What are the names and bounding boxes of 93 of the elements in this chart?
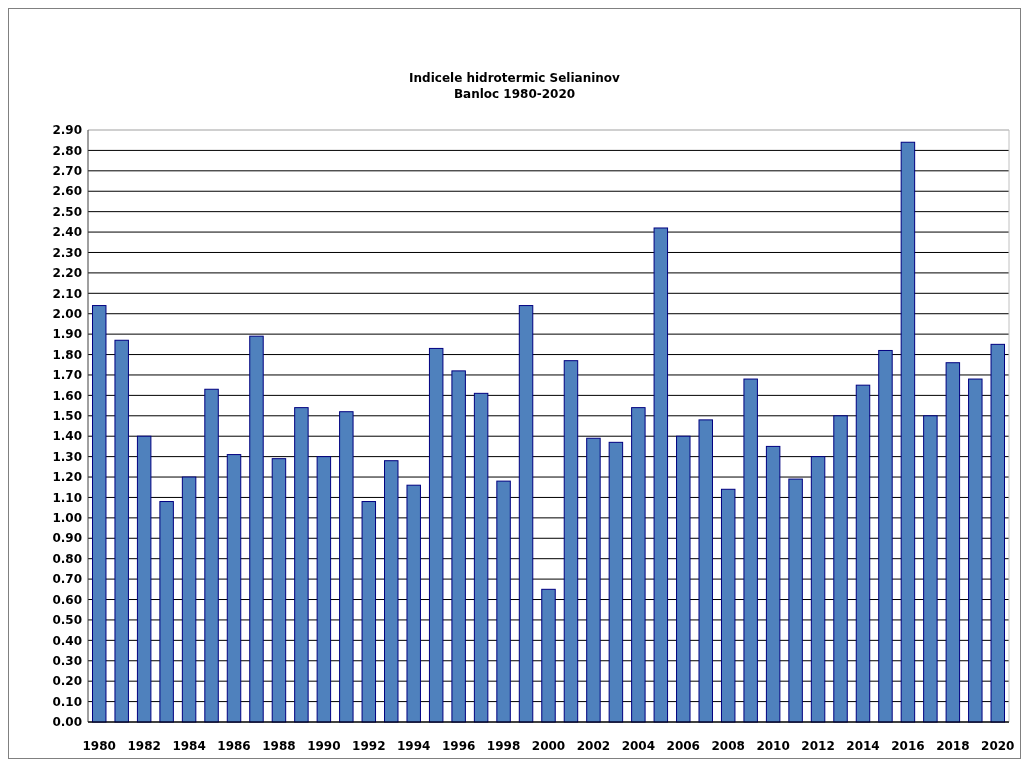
y-tick-label: 0.20 bbox=[52, 674, 82, 689]
bar bbox=[159, 501, 174, 723]
y-tick-label: 1.70 bbox=[52, 368, 82, 383]
bar bbox=[608, 441, 624, 723]
bar bbox=[428, 347, 444, 723]
y-tick-label: 2.30 bbox=[52, 245, 82, 260]
bar bbox=[271, 458, 287, 723]
y-tick-label: 2.60 bbox=[52, 184, 82, 199]
y-tick-label: 1.80 bbox=[52, 347, 82, 362]
bar bbox=[361, 501, 377, 723]
bar bbox=[114, 339, 129, 723]
y-tick-label: 2.40 bbox=[52, 225, 82, 240]
bar bbox=[945, 362, 961, 723]
y-tick-label: 1.40 bbox=[52, 429, 82, 444]
x-tick-label: 1984 bbox=[172, 739, 206, 753]
x-tick-label: 2006 bbox=[666, 739, 700, 753]
y-tick-label: 0.70 bbox=[52, 572, 82, 587]
bar bbox=[810, 456, 826, 723]
bar bbox=[923, 415, 938, 723]
x-tick-label: 1992 bbox=[352, 739, 386, 753]
bar bbox=[968, 378, 983, 723]
y-tick-label: 1.20 bbox=[52, 470, 82, 485]
y-tick-label: 0.00 bbox=[52, 715, 82, 730]
y-tick-label: 1.60 bbox=[52, 388, 82, 403]
y-tick-label: 0.30 bbox=[52, 653, 82, 668]
y-tick-label: 1.00 bbox=[52, 511, 82, 526]
bar bbox=[990, 343, 1006, 723]
bar bbox=[473, 392, 489, 723]
x-tick-label: 2020 bbox=[981, 739, 1015, 753]
bar bbox=[563, 360, 579, 723]
x-tick-label: 2016 bbox=[891, 739, 925, 753]
y-tick-label: 0.90 bbox=[52, 531, 82, 546]
bar bbox=[698, 419, 713, 723]
x-tick-label: 1990 bbox=[307, 739, 341, 753]
bar bbox=[878, 349, 893, 723]
bar bbox=[518, 305, 534, 723]
bar bbox=[136, 435, 152, 723]
y-tick-label: 1.10 bbox=[52, 490, 82, 505]
bar bbox=[316, 456, 332, 723]
y-tick-label: 2.70 bbox=[52, 164, 82, 179]
bar bbox=[91, 305, 107, 723]
x-tick-label: 2008 bbox=[711, 739, 745, 753]
x-tick-label: 2010 bbox=[756, 739, 790, 753]
y-tick-label: 2.80 bbox=[52, 143, 82, 158]
bar bbox=[541, 588, 556, 723]
bar bbox=[451, 370, 466, 723]
bar bbox=[496, 480, 511, 723]
x-tick-label: 1994 bbox=[397, 739, 431, 753]
x-tick-label: 1986 bbox=[217, 739, 251, 753]
y-tick-label: 0.10 bbox=[52, 694, 82, 709]
y-tick-label: 0.60 bbox=[52, 592, 82, 607]
y-tick-label: 2.10 bbox=[52, 286, 82, 301]
bar bbox=[765, 445, 781, 723]
x-tick-label: 2004 bbox=[621, 739, 656, 753]
x-tick-label: 2018 bbox=[936, 739, 970, 753]
bar bbox=[339, 411, 354, 723]
bar bbox=[900, 141, 916, 723]
y-tick-label: 2.20 bbox=[52, 266, 82, 281]
bar bbox=[855, 384, 871, 723]
bar bbox=[384, 460, 399, 723]
y-tick-label: 0.50 bbox=[52, 613, 82, 628]
x-tick-label: 2014 bbox=[846, 739, 880, 753]
bar bbox=[631, 407, 646, 723]
x-tick-label: 1980 bbox=[82, 739, 116, 753]
bar bbox=[406, 484, 421, 723]
bar bbox=[204, 388, 219, 723]
x-tick-label: 1996 bbox=[441, 739, 476, 753]
bar bbox=[586, 437, 601, 723]
y-tick-label: 2.00 bbox=[52, 306, 82, 321]
bar bbox=[249, 335, 264, 723]
bar bbox=[743, 378, 758, 723]
bar bbox=[181, 476, 197, 723]
x-tick-label: 2000 bbox=[531, 739, 566, 753]
y-tick-label: 1.50 bbox=[52, 408, 82, 423]
bar bbox=[226, 454, 242, 723]
y-tick-label: 0.40 bbox=[52, 633, 82, 648]
y-tick-label: 2.90 bbox=[52, 123, 82, 138]
bar bbox=[788, 478, 803, 723]
y-tick-label: 1.30 bbox=[52, 449, 82, 464]
bar bbox=[653, 227, 669, 723]
chart-title: Indicele hidrotermic Selianinov Banloc 1980-2020 bbox=[409, 71, 621, 101]
bar bbox=[294, 407, 309, 723]
y-tick-label: 1.90 bbox=[52, 327, 82, 342]
x-tick-label: 2012 bbox=[801, 739, 835, 753]
x-tick-label: 2002 bbox=[576, 739, 611, 753]
bar bbox=[833, 415, 848, 723]
x-tick-label: 1988 bbox=[262, 739, 296, 753]
x-tick-label: 1982 bbox=[127, 739, 161, 753]
x-tick-label: 1998 bbox=[486, 739, 521, 753]
y-tick-label: 2.50 bbox=[52, 204, 82, 219]
y-tick-label: 0.80 bbox=[52, 551, 82, 566]
bar bbox=[720, 488, 736, 723]
bar bbox=[676, 435, 691, 723]
